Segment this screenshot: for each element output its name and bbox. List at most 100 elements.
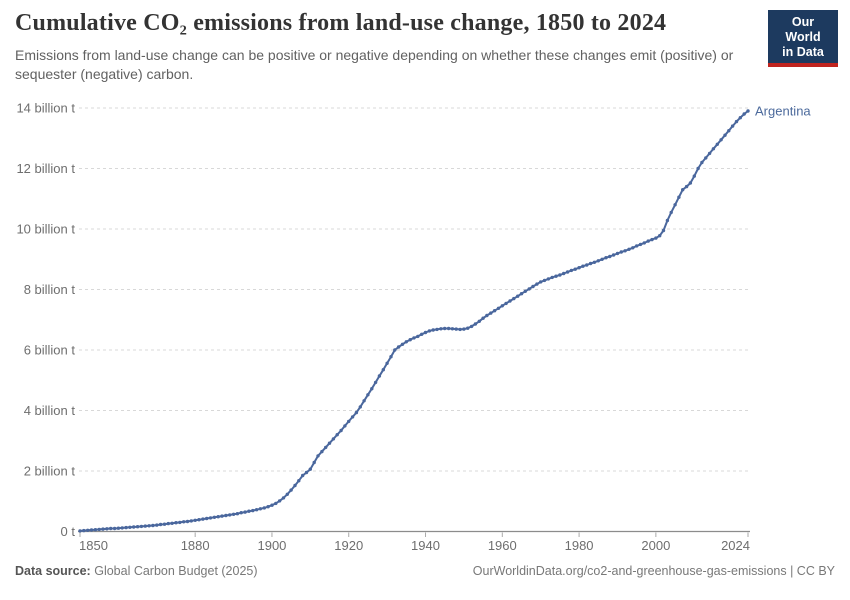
data-point-marker xyxy=(715,142,719,146)
data-point-marker xyxy=(466,326,470,330)
data-point-marker xyxy=(638,242,643,247)
chart-footer: Data source: Global Carbon Budget (2025)… xyxy=(15,564,835,578)
data-point-marker xyxy=(719,138,723,142)
data-point-marker xyxy=(231,512,236,516)
data-point-marker xyxy=(324,445,328,450)
data-point-marker xyxy=(224,513,228,518)
data-point-marker xyxy=(377,374,382,378)
data-point-marker xyxy=(105,527,109,531)
y-axis-tick-label: 2 billion t xyxy=(24,464,76,479)
data-point-marker xyxy=(266,505,270,509)
data-point-marker xyxy=(228,513,232,517)
data-point-marker xyxy=(535,282,539,286)
data-point-marker xyxy=(611,253,616,257)
argentina-series-label[interactable]: Argentina xyxy=(755,104,811,119)
data-point-marker xyxy=(615,251,620,256)
data-point-marker xyxy=(327,441,332,445)
data-point-marker xyxy=(270,503,274,507)
data-point-marker xyxy=(531,284,535,289)
x-axis-tick-label: 1920 xyxy=(334,538,363,553)
data-point-marker xyxy=(523,289,527,293)
data-point-marker xyxy=(350,415,355,419)
data-point-marker xyxy=(623,249,627,253)
data-point-marker xyxy=(727,129,731,133)
data-point-marker xyxy=(320,449,324,454)
data-point-marker xyxy=(439,327,443,331)
data-point-marker xyxy=(707,151,712,156)
data-point-marker xyxy=(446,326,451,331)
data-point-marker xyxy=(416,334,420,339)
y-axis-tick-label: 8 billion t xyxy=(24,282,76,297)
x-axis-tick-label: 1850 xyxy=(79,538,108,553)
data-point-marker xyxy=(393,348,397,352)
data-point-marker xyxy=(412,336,416,340)
data-point-marker xyxy=(185,519,190,524)
data-point-marker xyxy=(427,329,432,333)
data-point-marker xyxy=(312,460,316,465)
data-source-link[interactable]: Global Carbon Budget (2025) xyxy=(94,564,258,578)
data-point-marker xyxy=(734,119,739,124)
data-point-marker xyxy=(677,195,681,199)
data-point-marker xyxy=(101,527,105,531)
argentina-series-line[interactable] xyxy=(79,110,749,532)
data-point-marker xyxy=(162,522,167,526)
data-point-marker xyxy=(504,301,508,306)
argentina-series-points xyxy=(78,109,750,533)
data-point-marker xyxy=(343,424,347,428)
y-axis-tick-label: 6 billion t xyxy=(24,343,76,358)
data-source-note: Data source: Global Carbon Budget (2025) xyxy=(15,564,258,578)
x-axis-tick-label: 2000 xyxy=(641,538,670,553)
data-point-marker xyxy=(197,518,201,522)
data-point-marker xyxy=(220,514,224,518)
data-point-marker xyxy=(700,160,704,165)
data-point-marker xyxy=(696,166,700,171)
data-point-marker xyxy=(373,380,378,385)
data-point-marker xyxy=(281,496,286,500)
data-point-marker xyxy=(151,523,155,528)
data-point-marker xyxy=(585,263,589,267)
data-point-marker xyxy=(508,299,512,303)
data-point-marker xyxy=(673,203,677,207)
data-point-marker xyxy=(339,428,343,433)
chart-subtitle: Emissions from land-use change can be po… xyxy=(15,47,734,82)
data-point-marker xyxy=(554,274,558,278)
data-point-marker xyxy=(335,433,339,437)
owid-logo-line2: in Data xyxy=(782,44,824,59)
owid-credit-link[interactable]: OurWorldinData.org/co2-and-greenhouse-ga… xyxy=(472,564,835,578)
data-point-marker xyxy=(608,254,612,259)
data-point-marker xyxy=(746,109,750,113)
data-point-marker xyxy=(730,124,735,128)
data-point-marker xyxy=(454,327,458,331)
data-point-marker xyxy=(431,328,435,332)
data-point-marker xyxy=(366,393,370,397)
data-point-marker xyxy=(258,507,263,511)
data-point-marker xyxy=(665,218,670,223)
data-point-marker xyxy=(316,454,320,458)
data-point-marker xyxy=(308,467,312,471)
data-point-marker xyxy=(124,525,128,530)
data-point-marker xyxy=(516,294,520,298)
data-point-marker xyxy=(289,488,293,492)
data-point-marker xyxy=(400,342,405,346)
data-point-marker xyxy=(389,355,393,359)
data-point-marker xyxy=(661,228,666,233)
data-point-marker xyxy=(627,247,631,251)
data-point-marker xyxy=(408,338,412,342)
data-point-marker xyxy=(254,508,259,512)
data-point-marker xyxy=(542,278,547,283)
data-point-marker xyxy=(274,501,278,506)
data-point-marker xyxy=(86,528,90,532)
data-point-marker xyxy=(201,517,205,521)
data-point-marker xyxy=(347,419,351,424)
data-point-marker xyxy=(573,267,577,271)
data-point-marker xyxy=(370,387,374,391)
owid-logo[interactable]: Our World in Data xyxy=(768,10,838,68)
data-point-marker xyxy=(178,520,182,525)
data-point-marker xyxy=(469,324,474,329)
data-point-marker xyxy=(247,509,251,513)
data-point-marker xyxy=(147,524,151,528)
data-point-marker xyxy=(684,184,689,189)
data-point-marker xyxy=(592,260,597,264)
data-point-marker xyxy=(158,522,163,527)
